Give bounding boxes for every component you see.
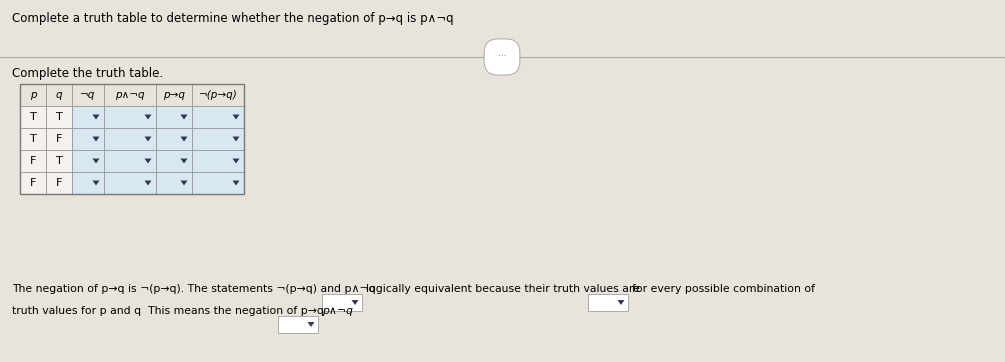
Bar [72, 172, 104, 194]
Bar [156, 128, 192, 150]
Polygon shape [181, 181, 188, 185]
Bar [20, 84, 46, 106]
Polygon shape [92, 136, 99, 142]
Text: ¬(p→q): ¬(p→q) [199, 90, 237, 100]
Text: T: T [29, 112, 36, 122]
Text: F: F [30, 156, 36, 166]
Bar [104, 106, 156, 128]
Bar [20, 150, 46, 172]
Text: F: F [56, 178, 62, 188]
Bar [588, 294, 628, 311]
Text: Complete a truth table to determine whether the negation of p→q is p∧¬q: Complete a truth table to determine whet… [12, 12, 453, 25]
Text: ···: ··· [497, 52, 507, 62]
Text: p∧¬q: p∧¬q [322, 306, 353, 316]
Bar [20, 84, 244, 194]
Bar [278, 316, 318, 333]
Bar [156, 84, 192, 106]
Text: Complete the truth table.: Complete the truth table. [12, 67, 163, 80]
Text: p→q: p→q [163, 90, 185, 100]
Bar [20, 106, 46, 128]
Bar [104, 128, 156, 150]
Bar [104, 172, 156, 194]
Polygon shape [145, 181, 152, 185]
Polygon shape [145, 136, 152, 142]
Bar [72, 106, 104, 128]
Bar [192, 128, 244, 150]
Bar [46, 106, 72, 128]
Polygon shape [145, 114, 152, 119]
Bar [72, 84, 104, 106]
Polygon shape [181, 136, 188, 142]
Polygon shape [181, 159, 188, 164]
Bar [192, 150, 244, 172]
Polygon shape [232, 114, 239, 119]
Polygon shape [145, 159, 152, 164]
Bar [46, 150, 72, 172]
Polygon shape [232, 159, 239, 164]
Polygon shape [232, 181, 239, 185]
Bar [192, 84, 244, 106]
Polygon shape [232, 136, 239, 142]
Text: F: F [30, 178, 36, 188]
Polygon shape [617, 300, 624, 305]
Polygon shape [308, 322, 315, 327]
Text: p∧¬q: p∧¬q [116, 90, 145, 100]
Bar [156, 172, 192, 194]
Bar [46, 128, 72, 150]
Polygon shape [352, 300, 359, 305]
Polygon shape [92, 181, 99, 185]
Bar [156, 150, 192, 172]
Polygon shape [181, 114, 188, 119]
Bar [20, 128, 46, 150]
Text: ¬q: ¬q [80, 90, 95, 100]
Bar [192, 106, 244, 128]
Bar [192, 172, 244, 194]
Text: logically equivalent because their truth values are: logically equivalent because their truth… [366, 284, 640, 294]
Bar [46, 172, 72, 194]
Bar [72, 128, 104, 150]
Bar [322, 294, 362, 311]
Text: T: T [55, 112, 62, 122]
Text: T: T [55, 156, 62, 166]
Text: F: F [56, 134, 62, 144]
Bar [156, 106, 192, 128]
Bar [72, 150, 104, 172]
Bar [104, 84, 156, 106]
Bar [46, 84, 72, 106]
Text: q: q [55, 90, 62, 100]
Polygon shape [92, 114, 99, 119]
Text: truth values for p and q  This means the negation of p→q: truth values for p and q This means the … [12, 306, 324, 316]
Text: p: p [30, 90, 36, 100]
Text: T: T [29, 134, 36, 144]
Text: for every possible combination of: for every possible combination of [632, 284, 815, 294]
Bar [104, 150, 156, 172]
Polygon shape [92, 159, 99, 164]
Text: The negation of p→q is ¬(p→q). The statements ¬(p→q) and p∧¬q: The negation of p→q is ¬(p→q). The state… [12, 284, 376, 294]
Bar [20, 172, 46, 194]
